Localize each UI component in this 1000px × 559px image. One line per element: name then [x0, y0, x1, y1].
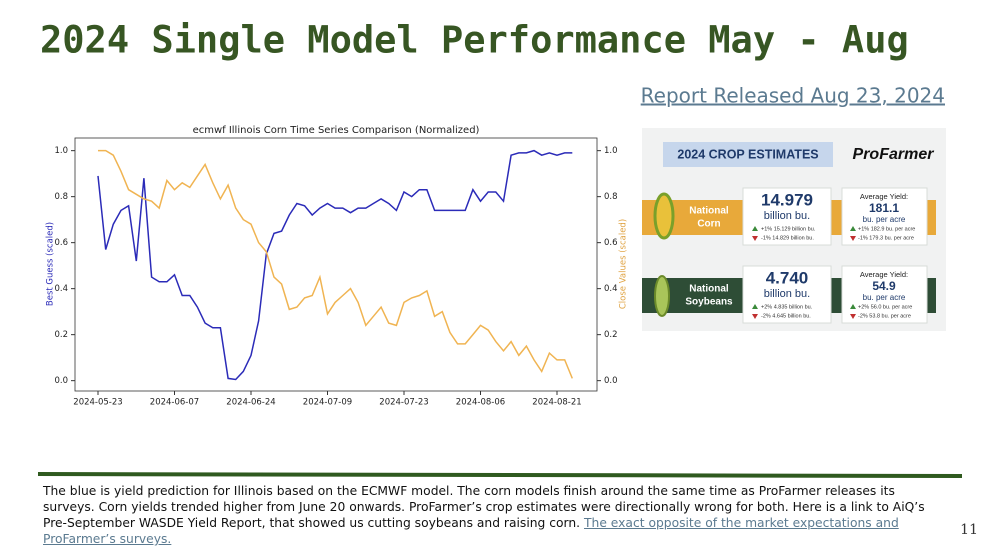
total-down: -2% 4.645 billion bu. — [761, 313, 811, 319]
slide-title: 2024 Single Model Performance May - Aug — [40, 19, 909, 62]
soy-icon — [654, 275, 670, 317]
yield-unit: bu. per acre — [863, 293, 906, 302]
series-line — [98, 149, 573, 379]
x-tick-label: 2024-08-21 — [532, 398, 581, 408]
y-tick-label: 0.4 — [54, 284, 68, 294]
card-heading: 2024 CROP ESTIMATES — [677, 147, 818, 161]
x-tick-label: 2024-05-23 — [73, 398, 122, 408]
x-tick-label: 2024-08-06 — [456, 398, 505, 408]
y-tick-label: 0.0 — [604, 376, 618, 386]
row-label: National — [689, 206, 729, 217]
series-line — [97, 149, 573, 381]
body-link[interactable]: The exact opposite of the market expecta… — [43, 516, 899, 546]
yield-down: -2% 53.8 bu. per acre — [858, 313, 911, 319]
heading-bg — [663, 142, 833, 167]
row-label: National — [689, 284, 729, 295]
total-box — [742, 187, 832, 246]
chart-title: ecmwf Illinois Corn Time Series Comparis… — [193, 125, 480, 136]
total: 4.740 — [766, 268, 809, 287]
total-up: +2% 4.835 billion bu. — [761, 304, 813, 310]
row-label: Soybeans — [685, 297, 733, 308]
y-axis-label: Best Guess (scaled) — [46, 222, 56, 306]
up-arrow — [850, 226, 856, 231]
crop-card: 2024 CROP ESTIMATES ProFarmer National Co… — [642, 128, 946, 331]
total: 14.979 — [761, 190, 813, 209]
x-tick-label: 2024-06-24 — [226, 398, 275, 408]
y-tick-label: 0.8 — [604, 192, 618, 202]
yield-up: +1% 182.9 bu. per acre — [858, 226, 915, 232]
yield-box — [841, 187, 928, 246]
yield-up: +2% 56.0 bu. per acre — [858, 304, 912, 310]
total-box — [742, 265, 832, 324]
corn-icon — [653, 192, 675, 240]
divider — [37, 472, 963, 478]
y-tick-label: 0.4 — [604, 284, 618, 294]
report-link[interactable]: Report Released Aug 23, 2024 — [641, 84, 945, 108]
down-arrow — [752, 314, 758, 319]
body-paragraph: The blue is yield prediction for Illinoi… — [43, 484, 925, 530]
page-number: 11 — [960, 522, 978, 538]
y-tick-label: 0.2 — [54, 330, 68, 340]
yield: 54.9 — [872, 279, 896, 293]
body-text: The blue is yield prediction for Illinoi… — [43, 483, 948, 547]
yield-down: -1% 179.3 bu. per acre — [858, 235, 914, 241]
total-down: -1% 14.829 billion bu. — [761, 235, 814, 241]
x-tick-label: 2024-06-07 — [150, 398, 199, 408]
yield-box — [841, 265, 928, 324]
y-tick-label: 0.6 — [604, 238, 618, 248]
yield-label: Average Yield: — [860, 192, 908, 201]
total-unit: billion bu. — [764, 210, 810, 222]
yield-label: Average Yield: — [860, 270, 908, 279]
plot-frame — [74, 137, 598, 392]
yield: 181.1 — [869, 201, 899, 215]
up-arrow — [752, 304, 758, 309]
down-arrow — [850, 236, 856, 241]
down-arrow — [752, 236, 758, 241]
total-unit: billion bu. — [764, 288, 810, 300]
total-up: +1% 15.129 billion bu. — [761, 226, 816, 232]
y-tick-label: 1.0 — [54, 146, 68, 156]
y-tick-label: 0.6 — [54, 238, 68, 248]
x-tick-label: 2024-07-09 — [303, 398, 352, 408]
y-tick-label: 0.8 — [54, 192, 68, 202]
up-arrow — [850, 304, 856, 309]
yield-unit: bu. per acre — [863, 215, 906, 224]
brand: ProFarmer — [853, 146, 935, 163]
up-arrow — [752, 226, 758, 231]
down-arrow — [850, 314, 856, 319]
row-label: Corn — [697, 219, 720, 230]
y-tick-label: 0.2 — [604, 330, 618, 340]
y-tick-label: 1.0 — [604, 146, 618, 156]
x-tick-label: 2024-07-23 — [379, 398, 428, 408]
y-tick-label: 0.0 — [54, 376, 68, 386]
y2-axis-label: Close Values (scaled) — [619, 219, 629, 309]
